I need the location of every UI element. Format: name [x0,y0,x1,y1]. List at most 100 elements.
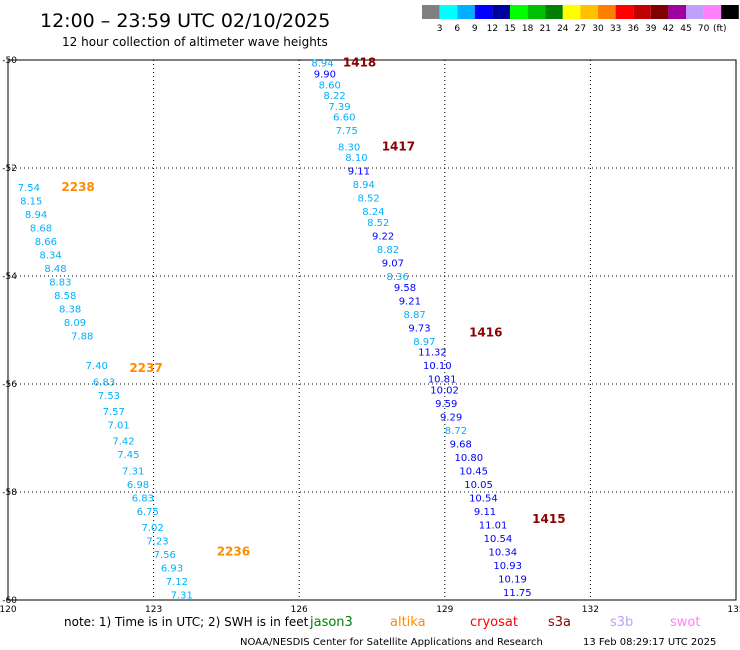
legend-bin-label: 27 [575,24,586,34]
x-tick-label: 132 [582,605,599,615]
legend-swatch [439,5,458,19]
swh-value-label: 9.73 [408,323,430,334]
legend-bin-label: 15 [504,24,515,34]
swh-value-label: 8.68 [30,223,52,234]
chart-title: 12:00 – 23:59 UTC 02/10/2025 [40,10,330,32]
credit-line: NOAA/NESDIS Center for Satellite Applica… [240,637,543,648]
y-tick-label: -50 [2,56,17,66]
swh-value-label: 6.60 [333,113,355,124]
legend-swatch [598,5,616,19]
swh-value-label: 6.83 [93,377,115,388]
swh-value-label: 9.11 [348,167,370,178]
swh-value-label: 9.90 [314,70,336,81]
pass-number-label: 2236 [217,544,250,558]
swh-value-label: 9.22 [372,232,394,243]
swh-value-label: 8.94 [25,210,47,221]
swh-value-label: 7.53 [98,391,120,402]
swh-value-label: 7.12 [166,577,188,588]
legend-swatch [703,5,722,19]
x-tick-label: 126 [291,605,308,615]
swh-value-label: 8.87 [404,310,426,321]
swh-value-label: 8.10 [345,153,367,164]
swh-value-label: 7.57 [103,407,125,418]
legend-unit: (ft) [713,24,727,34]
pass-number-label: 1418 [343,56,376,70]
x-tick-label: 120 [0,605,17,615]
swh-value-label: 9.59 [435,399,457,410]
swh-value-label: 8.72 [445,426,467,437]
color-legend: 3 6 9 12 15 18 21 24 27 30 33 36 39 42 45 70 (ft) [422,5,739,34]
legend-swatch [545,5,563,19]
swh-value-label: 8.15 [20,196,42,207]
y-tick-label: -56 [2,380,17,390]
legend-bin-label: 3 [437,24,443,34]
swh-value-label: 9.58 [394,283,416,294]
swh-value-label: 8.83 [49,277,71,288]
x-tick-label: 123 [145,605,162,615]
satellite-name-jason3: jason3 [309,615,353,630]
swh-value-label: 7.88 [71,331,93,342]
swh-value-label: 8.36 [387,272,409,283]
legend-bin-label: 33 [610,24,621,34]
swh-value-label: 9.29 [440,412,462,423]
swh-value-label: 10.54 [469,493,498,504]
legend-swatch [615,5,634,19]
swh-value-label: 8.66 [35,237,57,248]
pass-number-label: 1415 [532,512,565,526]
satellite-legend: jason3 altika cryosat s3a s3b swot [309,615,700,630]
swh-value-label: 8.34 [40,250,62,261]
swh-value-label: 6.98 [127,480,149,491]
swh-value-label: 7.23 [146,537,168,548]
swh-value-label: 10.02 [430,385,459,396]
swh-value-label: 8.24 [362,207,384,218]
swh-value-label: 8.97 [413,337,435,348]
grid-lines [8,60,736,600]
swh-value-label: 10.19 [498,574,527,585]
footer-note: note: 1) Time is in UTC; 2) SWH is in fe… [64,615,309,629]
legend-swatch [422,5,440,19]
swh-value-label: 11.01 [479,520,508,531]
swh-value-label: 11.75 [503,588,532,599]
swh-value-label: 10.34 [488,547,517,558]
swh-value-label: 10.54 [484,534,513,545]
swh-value-label: 7.42 [112,437,134,448]
legend-bin-label: 30 [592,24,604,34]
chart-subtitle: 12 hour collection of altimeter wave hei… [62,35,328,49]
axis-tick-labels: 120 123 126 129 132 135 -50 -52 -54 -56 -58 -60 [0,56,740,615]
y-tick-label: -52 [2,164,17,174]
swh-value-label: 7.02 [141,523,163,534]
swh-value-label: 7.31 [122,466,144,477]
legend-bin-label: 21 [539,24,550,34]
legend-bin-label: 6 [454,24,460,34]
data-marks: 8.949.908.608.227.396.607.758.308.109.11… [18,56,566,602]
swh-value-label: 7.39 [328,102,350,113]
swh-value-label: 10.93 [493,561,522,572]
satellite-name-cryosat: cryosat [470,615,518,630]
legend-swatch [457,5,475,19]
pass-number-label: 1416 [469,326,502,340]
swh-value-label: 9.11 [474,507,496,518]
swh-value-label: 10.45 [459,466,488,477]
legend-swatch [668,5,686,19]
legend-swatch [474,5,493,19]
legend-swatch [721,5,739,19]
legend-bin-label: 24 [557,24,569,34]
swh-value-label: 7.54 [18,183,40,194]
pass-number-label: 2237 [129,361,162,375]
swh-value-label: 8.38 [59,304,81,315]
swh-value-label: 8.22 [323,91,345,102]
legend-bin-label: 9 [472,24,478,34]
satellite-name-altika: altika [390,615,426,630]
swh-value-label: 7.45 [117,450,139,461]
swh-value-label: 7.75 [336,126,358,137]
swh-value-label: 7.31 [171,591,193,602]
legend-swatch [510,5,528,19]
y-tick-label: -58 [2,488,17,498]
legend-swatch [562,5,581,19]
swh-value-label: 8.48 [44,264,66,275]
swh-value-label: 8.52 [357,194,379,205]
swh-value-label: 8.60 [319,80,341,91]
legend-bin-label: 45 [680,24,691,34]
legend-swatch [650,5,669,19]
